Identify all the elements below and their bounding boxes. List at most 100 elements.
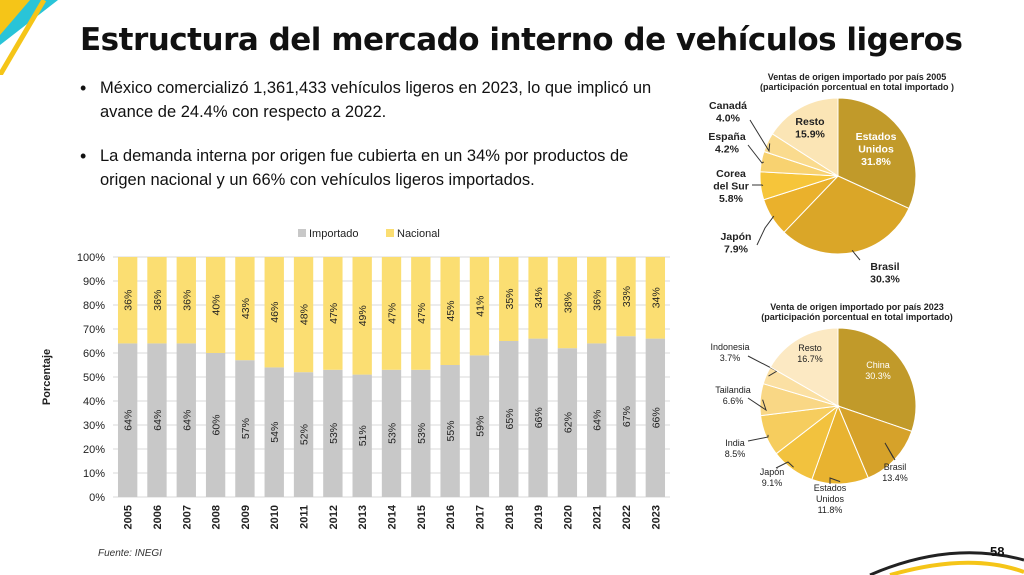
bar-nacional [176, 257, 196, 344]
data-label-importado: 64% [152, 410, 164, 431]
x-tick-label: 2012 [328, 505, 340, 529]
bar-importado [381, 369, 402, 497]
x-tick-label: 2023 [650, 505, 662, 529]
data-label-importado: 60% [211, 414, 223, 435]
bar-importado [235, 360, 255, 497]
pie-slice-name: Unidos [816, 494, 845, 504]
legend-label: Nacional [397, 228, 440, 240]
pie-slice-value: 4.0% [716, 113, 741, 125]
bar-nacional [264, 257, 284, 368]
data-label-importado: 52% [299, 424, 311, 445]
pie-title: Ventas de origen importado por país 2005 [768, 72, 947, 82]
y-tick-label: 0% [89, 492, 105, 504]
pie-slice-name: Unidos [858, 144, 894, 156]
data-label-importado: 55% [445, 420, 457, 441]
pie-slice-value: 31.8% [861, 156, 891, 168]
x-tick-label: 2021 [592, 505, 604, 529]
data-label-nacional: 47% [328, 303, 340, 324]
data-label-importado: 62% [562, 412, 574, 433]
pie-slice-name: Estados [814, 483, 847, 493]
pie-slice-name: Resto [795, 116, 824, 128]
x-tick-label: 2009 [240, 505, 252, 529]
y-tick-label: 10% [83, 468, 105, 480]
pie-chart-2005: Ventas de origen importado por país 2005… [708, 72, 954, 286]
bar-nacional [381, 257, 402, 370]
leader-line [884, 442, 896, 461]
y-axis-label: Porcentaje [41, 349, 53, 405]
pie-slice-name: Brasil [884, 462, 907, 472]
pie-slice-value: 15.9% [795, 129, 825, 141]
y-tick-label: 70% [83, 324, 105, 336]
bar-nacional [469, 257, 490, 356]
pie-slice-value: 7.9% [724, 244, 749, 256]
bar-importado [587, 343, 607, 497]
data-label-nacional: 46% [269, 302, 281, 323]
bar-nacional [411, 257, 431, 370]
bar-importado [176, 343, 196, 497]
bar-importado [440, 365, 460, 497]
data-label-importado: 66% [650, 407, 662, 428]
data-label-nacional: 36% [592, 290, 604, 311]
bar-nacional [235, 257, 255, 361]
data-label-nacional: 41% [474, 296, 486, 317]
bar-nacional [528, 257, 548, 339]
x-tick-label: 2005 [123, 505, 135, 529]
bar-importado [323, 369, 343, 497]
data-label-importado: 53% [387, 423, 399, 444]
x-tick-label: 2010 [269, 505, 281, 529]
pie-slice-value: 6.6% [723, 396, 744, 406]
data-label-importado: 64% [123, 410, 135, 431]
y-tick-label: 60% [83, 348, 105, 360]
y-tick-label: 90% [83, 276, 105, 288]
x-tick-label: 2022 [621, 505, 633, 529]
bar-nacional [205, 257, 226, 353]
pie-slice-name: India [725, 438, 745, 448]
leader-line [829, 477, 841, 484]
data-label-importado: 54% [269, 422, 281, 443]
x-tick-label: 2013 [357, 505, 369, 529]
pie-slice-name: Canadá [709, 100, 747, 112]
x-tick-label: 2006 [152, 505, 164, 529]
data-label-importado: 67% [621, 406, 633, 427]
pie-slice-name: Brasil [870, 261, 899, 273]
leader-line [747, 434, 769, 442]
bullet-list: México comercializó 1,361,433 vehículos … [78, 76, 678, 212]
data-label-nacional: 36% [123, 290, 135, 311]
page-title: Estructura del mercado interno de vehícu… [80, 22, 963, 58]
data-label-nacional: 47% [416, 303, 428, 324]
x-tick-label: 2017 [474, 505, 486, 529]
pie-slice-name: Indonesia [710, 342, 749, 352]
pie-slice-name: Corea [716, 168, 746, 180]
bar-importado [499, 341, 519, 497]
bar-importado [205, 353, 226, 497]
y-tick-label: 40% [83, 396, 105, 408]
pie-title: (participación porcentual en total impor… [760, 82, 954, 92]
bar-nacional [352, 257, 372, 375]
data-label-nacional: 49% [357, 305, 369, 326]
data-label-nacional: 33% [621, 286, 633, 307]
pie-slice-name: China [866, 360, 890, 370]
pie-slice [769, 327, 839, 407]
x-tick-label: 2008 [211, 505, 223, 529]
bar-importado [264, 367, 284, 497]
x-tick-label: 2014 [387, 504, 399, 529]
pie-title: (participación porcentual en total impor… [761, 312, 953, 322]
bar-nacional [587, 257, 607, 344]
pie-slice-name: Japón [760, 467, 785, 477]
pie-slice-value: 30.3% [870, 274, 900, 286]
bar-importado [645, 338, 666, 497]
pie-slice-value: 16.7% [797, 354, 823, 364]
x-tick-label: 2018 [504, 505, 516, 529]
bar-importado [528, 338, 548, 497]
pie-slice-value: 8.5% [725, 449, 746, 459]
bar-importado [469, 355, 490, 497]
y-tick-label: 100% [77, 252, 105, 264]
data-label-importado: 57% [240, 418, 252, 439]
x-tick-label: 2015 [416, 505, 428, 529]
pie-slice [783, 175, 910, 255]
leader-line [747, 397, 767, 412]
data-label-nacional: 35% [504, 288, 516, 309]
data-label-nacional: 34% [650, 287, 662, 308]
pie-slice-name: España [708, 131, 746, 143]
data-label-importado: 51% [357, 425, 369, 446]
